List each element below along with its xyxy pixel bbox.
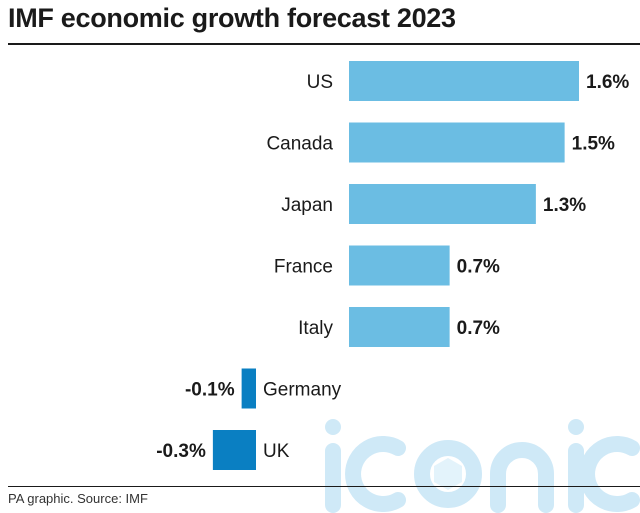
category-label-canada: Canada [266, 134, 333, 155]
bar-japan [349, 184, 536, 224]
bar-uk [212, 430, 256, 470]
category-label-france: France [274, 257, 333, 278]
bar-canada [349, 122, 565, 163]
category-label-us: US [307, 72, 333, 93]
bar-germany [241, 368, 256, 409]
value-label-us: 1.6% [586, 72, 629, 93]
value-label-japan: 1.3% [543, 195, 586, 216]
bar-us [349, 61, 579, 101]
value-label-italy: 0.7% [457, 318, 500, 339]
category-label-japan: Japan [281, 195, 333, 216]
source-note: PA graphic. Source: IMF [8, 491, 148, 506]
value-label-uk: -0.3% [156, 441, 206, 462]
footer-divider [8, 486, 640, 487]
bar-france [349, 245, 450, 286]
category-label-germany: Germany [263, 380, 342, 401]
category-label-italy: Italy [298, 318, 333, 339]
chart-title: IMF economic growth forecast 2023 [8, 3, 456, 33]
bar-italy [349, 307, 450, 347]
category-label-uk: UK [263, 441, 290, 462]
value-label-france: 0.7% [457, 257, 500, 278]
value-label-germany: -0.1% [185, 380, 235, 401]
title-divider [8, 43, 640, 45]
value-label-canada: 1.5% [572, 134, 615, 155]
